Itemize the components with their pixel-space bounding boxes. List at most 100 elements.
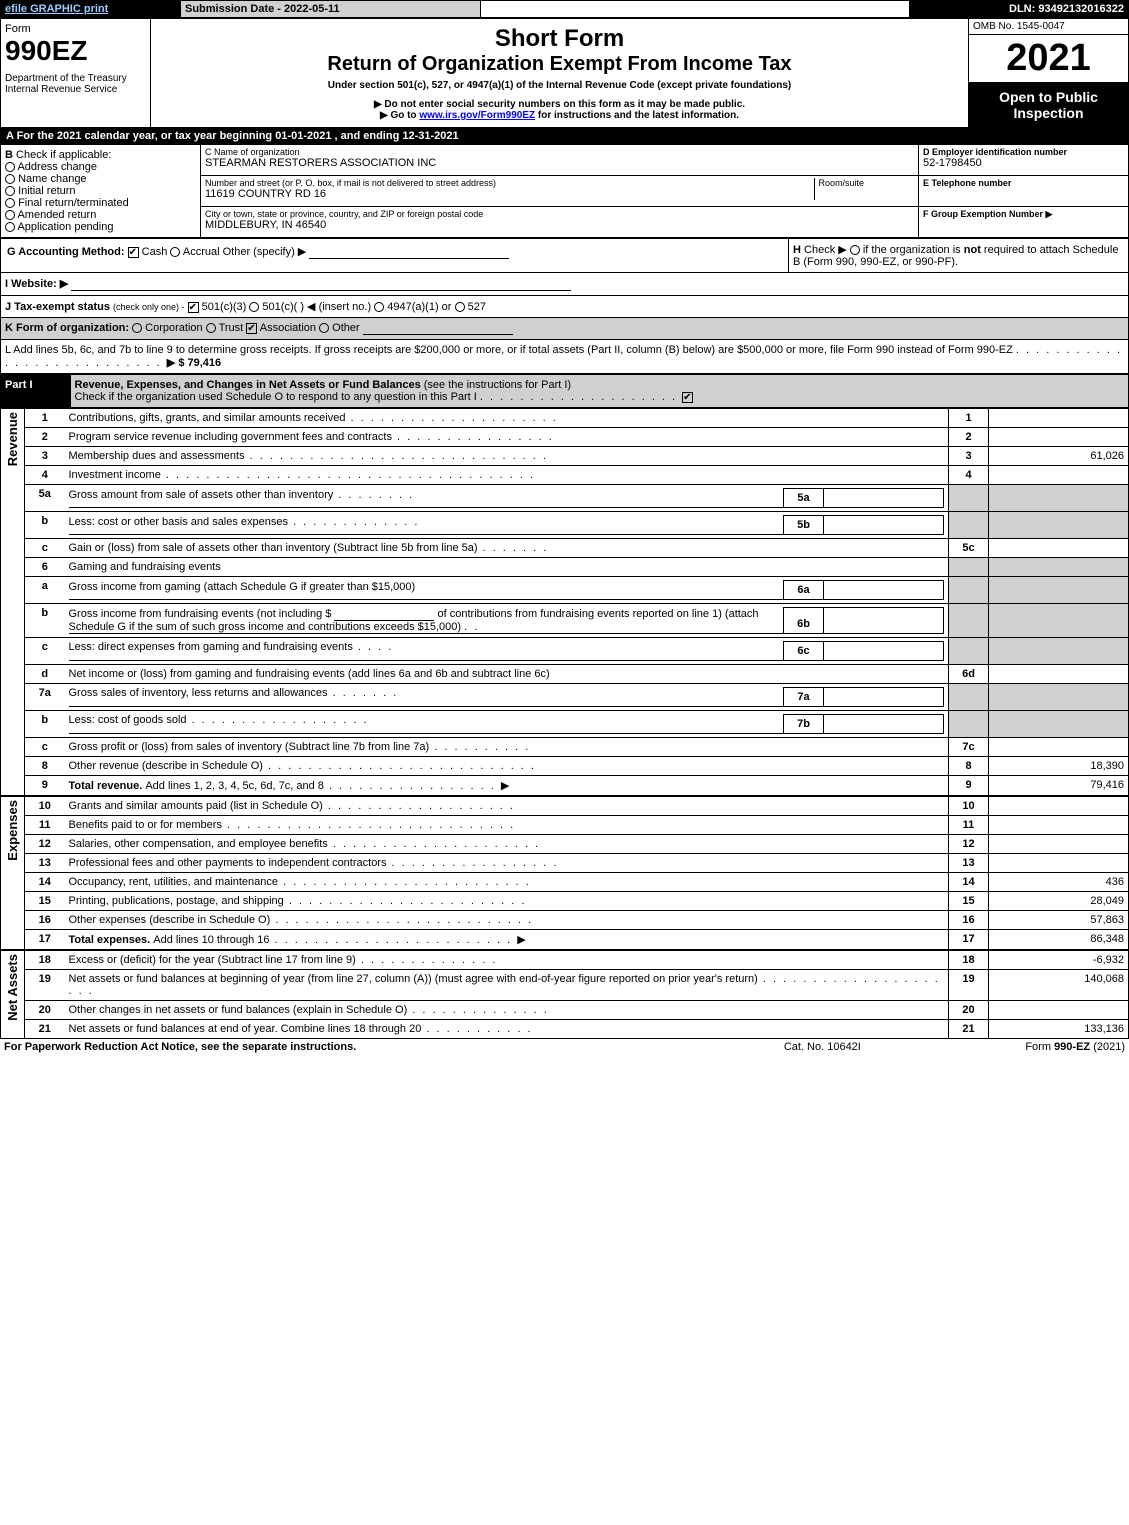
name-change-radio[interactable] bbox=[5, 174, 15, 184]
line-5a-text: Gross amount from sale of assets other t… bbox=[69, 489, 334, 501]
amended-return: Amended return bbox=[17, 209, 96, 221]
line-7c-text: Gross profit or (loss) from sales of inv… bbox=[69, 741, 430, 753]
d-label: D Employer identification number bbox=[923, 147, 1124, 157]
line-9-amt: 79,416 bbox=[989, 775, 1129, 796]
city-value: MIDDLEBURY, IN 46540 bbox=[205, 219, 914, 231]
omb: OMB No. 1545-0047 bbox=[969, 19, 1128, 35]
line-4-amt bbox=[989, 466, 1129, 485]
line-3-ref: 3 bbox=[949, 447, 989, 466]
part1-checkbox[interactable] bbox=[682, 392, 693, 403]
ein-value: 52-1798450 bbox=[923, 157, 1124, 169]
warn-goto: ▶ Go to www.irs.gov/Form990EZ for instru… bbox=[157, 110, 962, 121]
final-return-radio[interactable] bbox=[5, 198, 15, 208]
line-5a-inref: 5a bbox=[784, 489, 824, 508]
line-6c-inref: 6c bbox=[784, 641, 824, 660]
j-501c3: 501(c)(3) bbox=[202, 301, 247, 313]
line-15-ref: 15 bbox=[949, 891, 989, 910]
line-8-ref: 8 bbox=[949, 756, 989, 775]
submission-date: Submission Date - 2022-05-11 bbox=[181, 1, 481, 18]
line-6a-text: Gross income from gaming (attach Schedul… bbox=[69, 581, 416, 593]
line-2-amt bbox=[989, 428, 1129, 447]
line-7a-inref: 7a bbox=[784, 687, 824, 706]
j-527-radio[interactable] bbox=[455, 302, 465, 312]
line-5b-inref: 5b bbox=[784, 516, 824, 535]
line-18-text: Excess or (deficit) for the year (Subtra… bbox=[69, 954, 356, 966]
main-table: Revenue 1 Contributions, gifts, grants, … bbox=[0, 408, 1129, 1039]
line-7c-ref: 7c bbox=[949, 737, 989, 756]
efile-link[interactable]: efile GRAPHIC print bbox=[5, 3, 108, 15]
line-5c-amt bbox=[989, 539, 1129, 558]
h-label: H bbox=[793, 244, 801, 256]
line-10-ref: 10 bbox=[949, 796, 989, 816]
line-14-ref: 14 bbox=[949, 872, 989, 891]
cash-label: Cash bbox=[142, 246, 168, 258]
line-15-text: Printing, publications, postage, and shi… bbox=[69, 895, 284, 907]
footer-mid: Cat. No. 10642I bbox=[736, 1039, 910, 1055]
j-4947-radio[interactable] bbox=[374, 302, 384, 312]
part1-header: Part I Revenue, Expenses, and Changes in… bbox=[0, 374, 1129, 408]
part1-dots: . . . . . . . . . . . . . . . . . . . . bbox=[480, 391, 682, 403]
addr-change: Address change bbox=[17, 161, 97, 173]
line-21-ref: 21 bbox=[949, 1019, 989, 1038]
bcdef-block: B Check if applicable: Address change Na… bbox=[0, 144, 1129, 238]
b-check-label: Check if applicable: bbox=[16, 149, 111, 161]
k-corp: Corporation bbox=[145, 322, 202, 334]
line-20-ref: 20 bbox=[949, 1000, 989, 1019]
f-label: F Group Exemption Number ▶ bbox=[923, 209, 1124, 220]
j-label: J Tax-exempt status bbox=[5, 301, 110, 313]
line-9-bold: Total revenue. bbox=[69, 780, 146, 792]
cash-checkbox[interactable] bbox=[128, 247, 139, 258]
form-word: Form bbox=[5, 23, 146, 35]
app-pending-radio[interactable] bbox=[5, 222, 15, 232]
line-13-ref: 13 bbox=[949, 853, 989, 872]
line-17-bold: Total expenses. bbox=[69, 934, 154, 946]
k-other-radio[interactable] bbox=[319, 323, 329, 333]
h-radio[interactable] bbox=[850, 245, 860, 255]
h-not: not bbox=[964, 244, 981, 256]
k-other: Other bbox=[332, 322, 360, 334]
line-5c-text: Gain or (loss) from sale of assets other… bbox=[69, 542, 478, 554]
line-6d-ref: 6d bbox=[949, 664, 989, 683]
initial-return-radio[interactable] bbox=[5, 186, 15, 196]
line-2-text: Program service revenue including govern… bbox=[69, 431, 392, 443]
line-11-amt bbox=[989, 815, 1129, 834]
j-527: 527 bbox=[468, 301, 486, 313]
line-1-amt bbox=[989, 409, 1129, 428]
line-17-text: Add lines 10 through 16 bbox=[153, 934, 269, 946]
amended-radio[interactable] bbox=[5, 210, 15, 220]
open-public: Open to Public Inspection bbox=[969, 83, 1128, 127]
j-501c3-checkbox[interactable] bbox=[188, 302, 199, 313]
line-18-amt: -6,932 bbox=[989, 950, 1129, 970]
k-trust-radio[interactable] bbox=[206, 323, 216, 333]
k-corp-radio[interactable] bbox=[132, 323, 142, 333]
addr-change-radio[interactable] bbox=[5, 162, 15, 172]
revenue-section-label: Revenue bbox=[5, 412, 20, 466]
line-12-amt bbox=[989, 834, 1129, 853]
part1-title: Revenue, Expenses, and Changes in Net As… bbox=[75, 379, 421, 391]
line-1-ref: 1 bbox=[949, 409, 989, 428]
accrual-radio[interactable] bbox=[170, 247, 180, 257]
line-19-amt: 140,068 bbox=[989, 969, 1129, 1000]
line-21-amt: 133,136 bbox=[989, 1019, 1129, 1038]
name-change: Name change bbox=[18, 173, 87, 185]
short-form-title: Short Form bbox=[157, 25, 962, 53]
line-7b-inref: 7b bbox=[784, 714, 824, 733]
line-6d-amt bbox=[989, 664, 1129, 683]
j-501c-radio[interactable] bbox=[249, 302, 259, 312]
line-7a-text: Gross sales of inventory, less returns a… bbox=[69, 687, 328, 699]
other-label: Other (specify) ▶ bbox=[223, 246, 307, 258]
expenses-section-label: Expenses bbox=[5, 800, 20, 861]
initial-return: Initial return bbox=[18, 185, 75, 197]
line-7c-amt bbox=[989, 737, 1129, 756]
line-5b-text: Less: cost or other basis and sales expe… bbox=[69, 516, 289, 528]
org-name: STEARMAN RESTORERS ASSOCIATION INC bbox=[205, 157, 914, 169]
accrual-label: Accrual bbox=[183, 246, 220, 258]
room-label: Room/suite bbox=[819, 178, 911, 188]
k-assoc-checkbox[interactable] bbox=[246, 323, 257, 334]
irs-link[interactable]: www.irs.gov/Form990EZ bbox=[419, 110, 535, 121]
app-pending: Application pending bbox=[17, 221, 113, 233]
line-16-ref: 16 bbox=[949, 910, 989, 929]
line-12-ref: 12 bbox=[949, 834, 989, 853]
line-19-text: Net assets or fund balances at beginning… bbox=[69, 973, 758, 985]
city-label: City or town, state or province, country… bbox=[205, 209, 914, 219]
